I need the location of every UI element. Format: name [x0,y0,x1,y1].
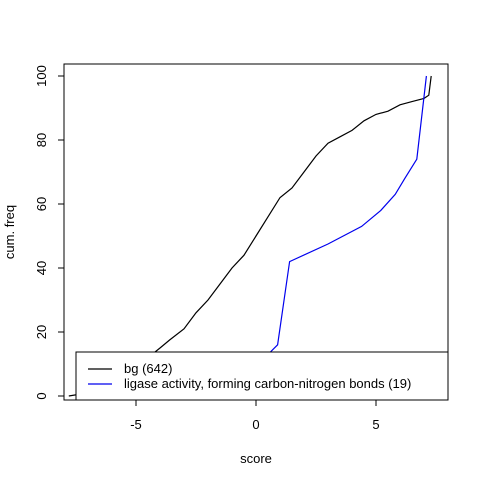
series-line-0 [68,75,432,397]
x-axis: -5 0 5 [130,400,380,432]
plot-area [63,63,449,401]
x-axis-title: score [240,451,272,466]
y-tick-label-5: 100 [34,65,49,87]
y-tick-label-0: 0 [34,392,49,399]
y-tick-label-1: 20 [34,325,49,339]
y-tick-label-2: 40 [34,261,49,275]
x-tick-label-0: -5 [130,417,142,432]
y-tick-label-4: 80 [34,133,49,147]
series-layer [68,75,432,397]
x-tick-label-1: 0 [252,417,259,432]
y-axis-title: cum. freq [2,205,17,259]
x-tick-label-2: 5 [372,417,379,432]
legend-label-bg: bg (642) [124,361,172,376]
y-axis: 0 20 40 60 80 100 [34,65,64,400]
legend-label-ligase: ligase activity, forming carbon-nitrogen… [124,376,411,391]
legend: bg (642) ligase activity, forming carbon… [75,351,449,401]
series-line-1 [92,75,427,397]
y-tick-label-3: 60 [34,197,49,211]
legend-box [75,351,449,401]
